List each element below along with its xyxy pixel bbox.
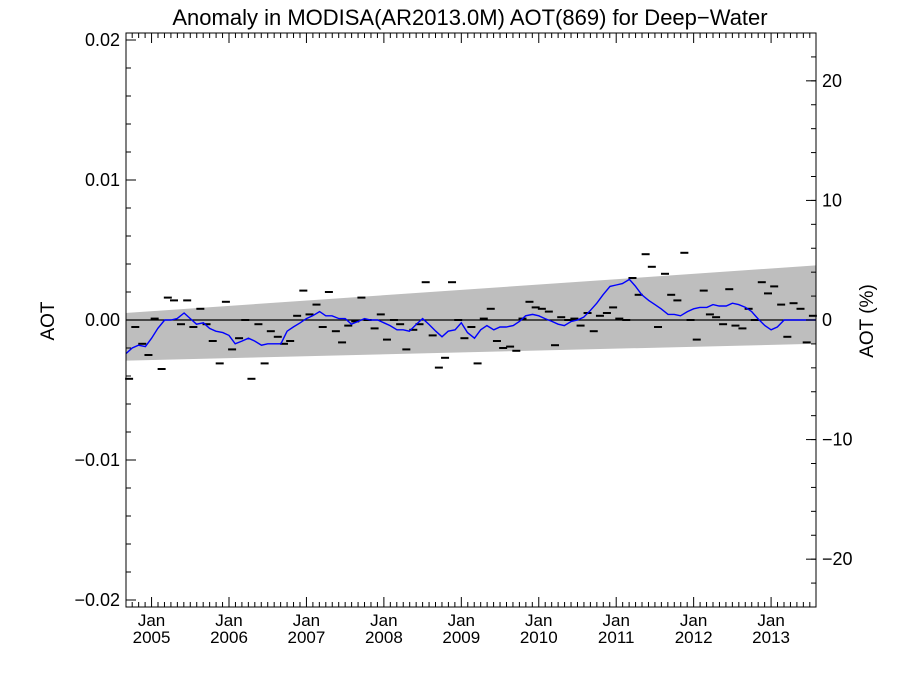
y-tick-label-left: 0.02 [85, 30, 120, 50]
x-tick-label-year: 2005 [133, 628, 171, 647]
axes: 0.020.010.00−0.01−0.0220100−10−20Jan2005… [74, 30, 852, 647]
y-tick-label-right: −10 [822, 430, 853, 450]
chart-title: Anomaly in MODISA(AR2013.0M) AOT(869) fo… [172, 5, 767, 30]
y-tick-label-right: −20 [822, 549, 853, 569]
x-tick-label-month: Jan [370, 611, 397, 630]
running-mean-line [125, 278, 816, 355]
x-tick-label-month: Jan [757, 611, 784, 630]
confidence-band [126, 265, 816, 361]
x-tick-label-year: 2006 [210, 628, 248, 647]
x-tick-label-month: Jan [215, 611, 242, 630]
y-tick-label-left: −0.01 [74, 450, 120, 470]
y-tick-label-right: 20 [822, 71, 842, 91]
x-tick-label-year: 2012 [675, 628, 713, 647]
x-tick-label-year: 2009 [442, 628, 480, 647]
y-axis-label-right: AOT (%) [857, 284, 878, 358]
x-tick-label-year: 2011 [598, 628, 635, 647]
x-tick-label-month: Jan [602, 611, 629, 630]
y-tick-label-right: 10 [822, 190, 842, 210]
y-tick-label-left: 0.01 [85, 170, 120, 190]
y-tick-label-left: 0.00 [85, 310, 120, 330]
plot-area [125, 251, 817, 380]
x-tick-label-month: Jan [138, 611, 165, 630]
y-tick-label-right: 0 [822, 310, 832, 330]
x-tick-label-year: 2008 [365, 628, 403, 647]
x-tick-label-month: Jan [293, 611, 320, 630]
y-tick-label-left: −0.02 [74, 590, 120, 610]
x-tick-label-month: Jan [448, 611, 475, 630]
x-tick-label-month: Jan [680, 611, 707, 630]
y-axis-label-left: AOT [38, 301, 59, 340]
x-tick-label-month: Jan [525, 611, 552, 630]
x-tick-label-year: 2013 [752, 628, 790, 647]
x-tick-label-year: 2010 [520, 628, 558, 647]
x-tick-label-year: 2007 [288, 628, 326, 647]
